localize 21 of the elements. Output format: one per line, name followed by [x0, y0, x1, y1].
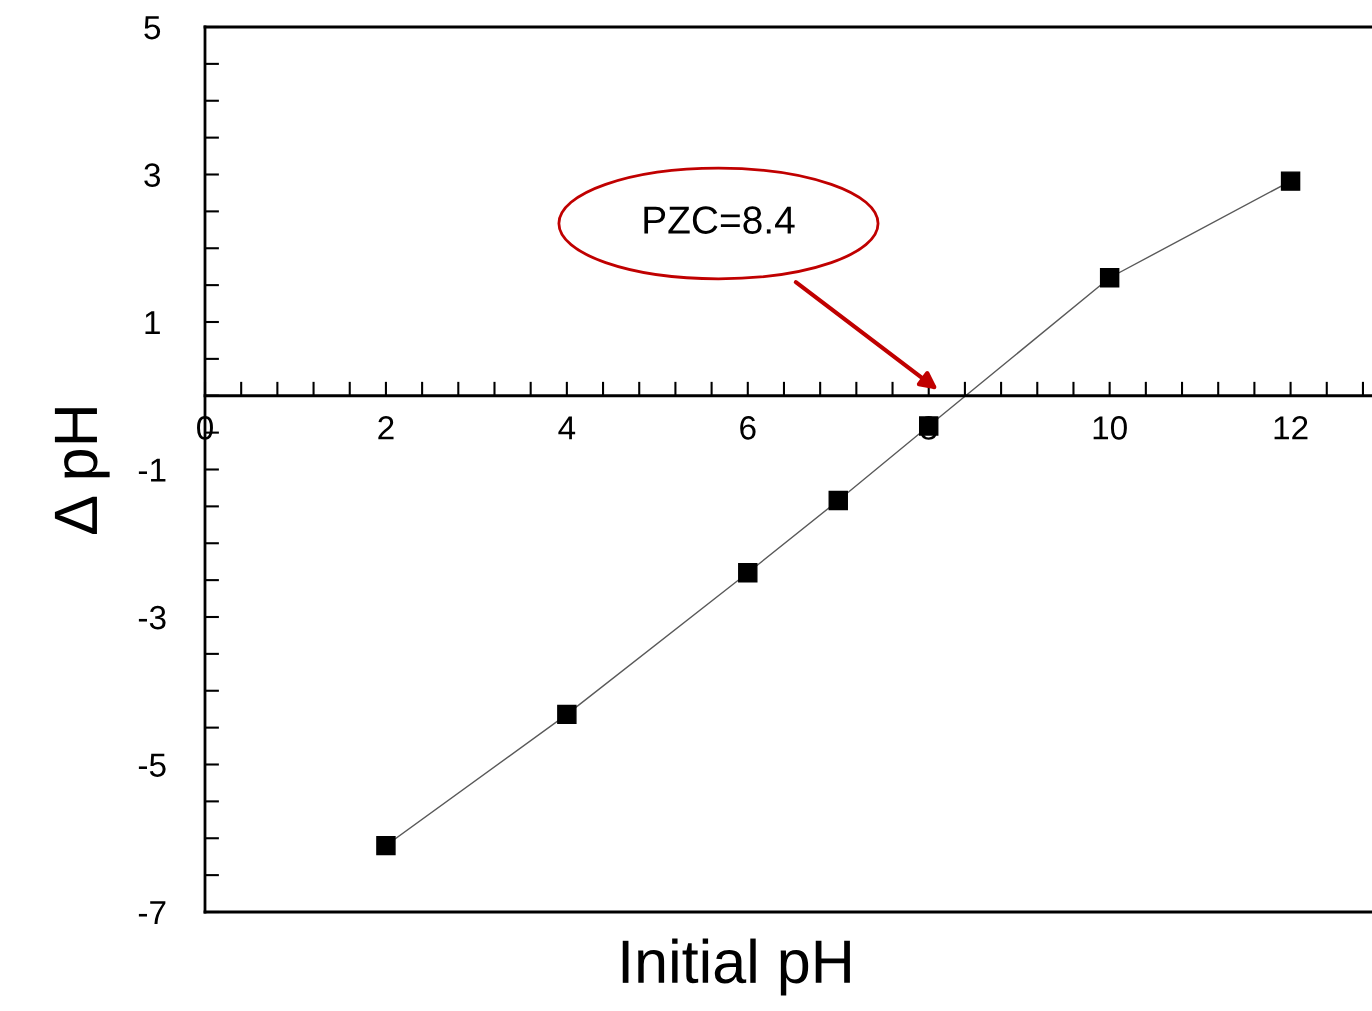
- x-tick-label: 4: [558, 416, 576, 440]
- point: [828, 490, 848, 511]
- x-tick-label: 2: [378, 416, 394, 440]
- y-tick-label: 3: [144, 163, 161, 187]
- annotation: PZC=8.4: [644, 206, 795, 234]
- point: [376, 835, 396, 856]
- x-tick-label: 12: [1274, 416, 1308, 440]
- y-tick-label: -1: [138, 458, 166, 482]
- y-tick-label: -3: [138, 605, 166, 630]
- y-tick-label: -7: [138, 901, 166, 925]
- y-axis-title: Δ pH: [54, 408, 110, 534]
- point: [1280, 171, 1301, 191]
- point: [1099, 268, 1120, 288]
- point: [557, 704, 577, 725]
- x-tick-label: 6: [740, 416, 756, 440]
- x-axis-title: Initial pH: [622, 938, 850, 996]
- y-tick-label: -5: [138, 753, 166, 777]
- y-tick-label: 1: [145, 311, 160, 335]
- y-tick-label: 5: [144, 16, 161, 40]
- x-tick-label: 10: [1093, 416, 1127, 440]
- point: [738, 563, 758, 583]
